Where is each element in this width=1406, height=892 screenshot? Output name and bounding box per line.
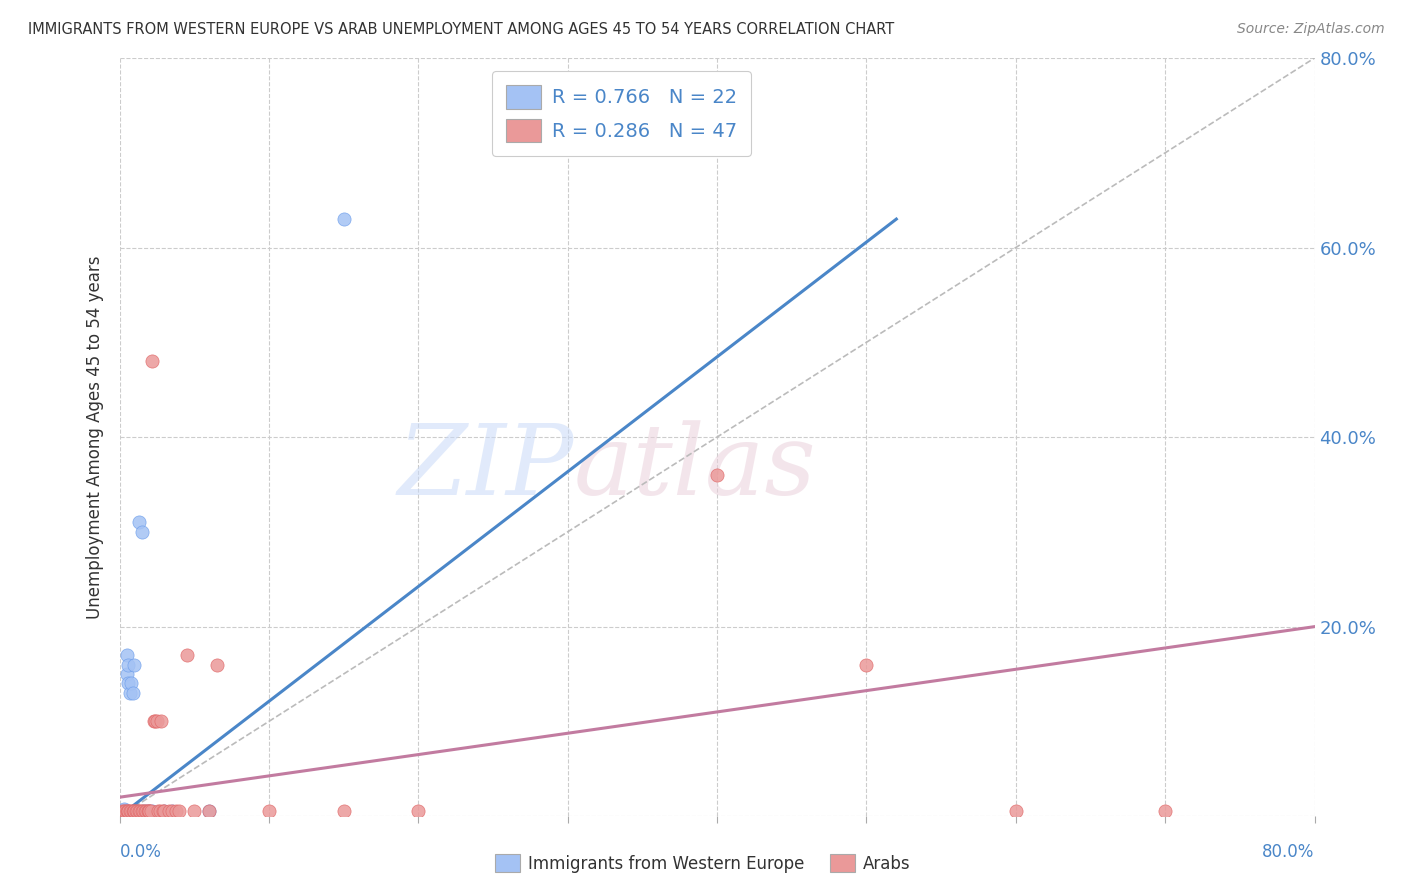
Point (183, 805, 205, 819)
Point (198, 805, 221, 819)
Point (141, 805, 163, 819)
Point (148, 805, 170, 819)
Point (121, 805, 143, 819)
Point (128, 516, 150, 530)
Point (112, 805, 135, 819)
Point (141, 354, 163, 368)
Point (138, 805, 160, 819)
Point (115, 648, 138, 662)
Point (114, 805, 136, 819)
Point (160, 805, 183, 819)
Y-axis label: Unemployment Among Ages 45 to 54 years: Unemployment Among Ages 45 to 54 years (86, 255, 104, 619)
Point (111, 805, 134, 819)
Point (128, 805, 150, 819)
Point (198, 805, 221, 819)
Point (117, 805, 139, 819)
Point (117, 657, 139, 672)
Point (165, 805, 187, 819)
Point (1154, 805, 1177, 819)
Text: Source: ZipAtlas.com: Source: ZipAtlas.com (1237, 22, 1385, 37)
Point (157, 805, 180, 819)
Point (117, 676, 139, 690)
Point (205, 657, 228, 672)
Point (149, 805, 172, 819)
Point (131, 524, 153, 539)
Point (706, 467, 728, 482)
Point (121, 676, 143, 690)
Point (160, 805, 183, 819)
Point (408, 805, 430, 819)
Point (153, 805, 176, 819)
Point (135, 805, 157, 819)
Point (125, 805, 148, 819)
Point (124, 805, 146, 819)
Point (145, 714, 166, 729)
Point (118, 805, 141, 819)
Point (136, 805, 159, 819)
Point (122, 686, 145, 700)
Point (115, 667, 138, 681)
Point (132, 805, 155, 819)
Point (257, 805, 280, 819)
Point (117, 805, 139, 819)
Point (129, 805, 152, 819)
Point (118, 686, 141, 700)
Point (153, 805, 176, 819)
Point (1005, 805, 1028, 819)
Point (131, 805, 153, 819)
Point (122, 805, 145, 819)
Legend: Immigrants from Western Europe, Arabs: Immigrants from Western Europe, Arabs (488, 847, 918, 880)
Point (332, 212, 354, 227)
Point (138, 805, 160, 819)
Text: IMMIGRANTS FROM WESTERN EUROPE VS ARAB UNEMPLOYMENT AMONG AGES 45 TO 54 YEARS CO: IMMIGRANTS FROM WESTERN EUROPE VS ARAB U… (28, 22, 894, 37)
Point (115, 805, 138, 819)
Point (112, 802, 135, 816)
Point (332, 805, 354, 819)
Point (111, 805, 134, 819)
Point (114, 805, 136, 819)
Text: atlas: atlas (574, 420, 817, 515)
Point (146, 714, 169, 729)
Point (125, 805, 148, 819)
Point (855, 657, 877, 672)
Text: 0.0%: 0.0% (120, 843, 162, 861)
Text: 80.0%: 80.0% (1263, 843, 1315, 861)
Point (150, 714, 173, 729)
Point (135, 805, 157, 819)
Point (138, 805, 160, 819)
Point (132, 805, 155, 819)
Text: ZIP: ZIP (398, 420, 574, 515)
Point (124, 805, 146, 819)
Point (139, 805, 162, 819)
Legend: R = 0.766   N = 22, R = 0.286   N = 47: R = 0.766 N = 22, R = 0.286 N = 47 (492, 71, 751, 156)
Point (134, 805, 156, 819)
Point (142, 714, 165, 729)
Point (124, 657, 146, 672)
Point (169, 805, 191, 819)
Point (127, 805, 149, 819)
Point (152, 805, 174, 819)
Point (176, 648, 198, 662)
